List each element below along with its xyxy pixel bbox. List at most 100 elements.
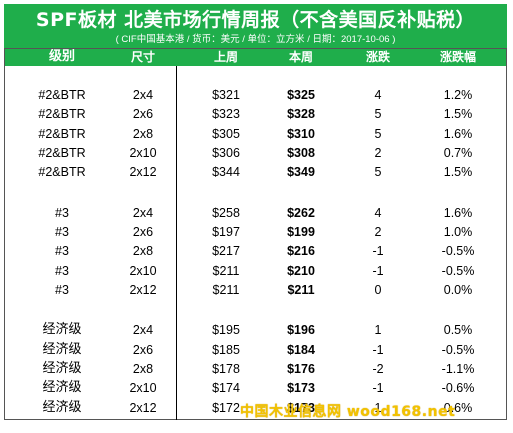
table-row: 经济级 2x6 $185 $184 -1 -0.5%: [4, 341, 507, 359]
row-size: 2x12: [129, 165, 157, 180]
table-row: #2&BTR 2x6 $323 $328 5 1.5%: [4, 105, 507, 123]
row-change-pct: 0.0%: [443, 282, 473, 297]
row-this-week: $262: [287, 205, 315, 220]
row-grade: 经济级: [42, 399, 82, 415]
column-header-change: 涨跌: [365, 50, 390, 64]
row-change-pct: 1.0%: [443, 225, 473, 239]
row-change-pct: 1.2%: [443, 88, 473, 102]
row-grade: #3: [55, 244, 69, 259]
row-size: 2x10: [129, 381, 157, 396]
row-this-week: $325: [287, 88, 315, 102]
row-grade: 经济级: [42, 361, 82, 376]
row-change: 5: [374, 107, 382, 122]
row-change-pct: 0.5%: [443, 323, 473, 338]
row-change: -2: [372, 362, 384, 376]
row-this-week: $173: [287, 381, 315, 396]
column-header-grade: 级别: [48, 49, 75, 64]
row-last-week: $211: [212, 282, 240, 297]
row-size: 2x12: [129, 400, 157, 415]
row-grade: #3: [55, 225, 69, 239]
row-last-week: $323: [212, 107, 240, 122]
row-grade: 经济级: [42, 322, 82, 338]
site-watermark: 中国木业信息网 wood168.net: [240, 401, 510, 421]
row-last-week: $217: [212, 244, 240, 259]
row-size: 2x6: [132, 342, 154, 357]
row-last-week: $344: [212, 165, 240, 180]
row-change-pct: -0.5%: [441, 263, 475, 278]
row-last-week: $178: [212, 362, 240, 376]
row-this-week: $199: [287, 225, 315, 239]
table-row: #3 2x10 $211 $210 -1 -0.5%: [4, 262, 507, 280]
row-last-week: $305: [212, 126, 240, 141]
table-row: 经济级 2x8 $178 $176 -2 -1.1%: [4, 360, 507, 378]
row-grade: #2&BTR: [38, 107, 86, 122]
row-change-pct: 1.6%: [443, 205, 473, 220]
row-last-week: $174: [212, 381, 240, 396]
row-size: 2x4: [132, 205, 154, 220]
column-header-last-week: 上周: [213, 50, 238, 64]
row-this-week: $176: [287, 362, 315, 376]
row-this-week: $211: [287, 282, 315, 297]
row-change-pct: -0.5%: [441, 244, 475, 259]
row-this-week: $173: [287, 400, 315, 415]
row-size: 2x6: [132, 107, 154, 122]
table-row: #3 2x6 $197 $199 2 1.0%: [4, 223, 507, 241]
row-change: 1: [374, 400, 382, 415]
row-change-pct: -0.6%: [441, 381, 475, 396]
row-this-week: $210: [287, 263, 315, 278]
row-size: 2x10: [129, 263, 157, 278]
row-last-week: $195: [212, 323, 240, 338]
row-size: 2x4: [132, 323, 154, 338]
row-size: 2x8: [132, 244, 154, 259]
row-change-pct: 0.6%: [443, 400, 473, 415]
row-change-pct: -1.1%: [441, 362, 475, 376]
row-grade: #3: [55, 282, 69, 297]
row-grade: #2&BTR: [38, 88, 86, 102]
row-this-week: $328: [287, 107, 315, 122]
row-change: 4: [374, 88, 382, 102]
row-this-week: $310: [287, 126, 315, 141]
row-size: 2x6: [132, 225, 154, 239]
row-change: 2: [374, 225, 382, 239]
row-size: 2x8: [132, 362, 154, 376]
row-change-pct: 1.5%: [443, 165, 473, 180]
row-change: 4: [374, 205, 382, 220]
row-this-week: $349: [287, 165, 315, 180]
row-last-week: $197: [212, 225, 240, 239]
row-change: -1: [372, 244, 384, 259]
report-title: SPF板材 北美市场行情周报（不含美国反补贴税）: [35, 9, 476, 31]
row-change: -1: [372, 342, 384, 357]
row-grade: #3: [55, 205, 69, 220]
row-size: 2x12: [129, 282, 157, 297]
row-change: 5: [374, 165, 382, 180]
column-header-size: 尺寸: [130, 50, 155, 64]
row-grade: #2&BTR: [38, 145, 86, 160]
watermark-text: 中国木业信息网 wood168.net: [240, 404, 456, 420]
row-change-pct: 1.5%: [443, 107, 473, 122]
row-change-pct: 0.7%: [443, 145, 473, 160]
row-last-week: $321: [212, 88, 240, 102]
table-header-row: 级别 尺寸 上周 本周 涨跌 涨跌幅: [4, 48, 507, 66]
row-this-week: $196: [287, 323, 315, 338]
row-last-week: $172: [212, 400, 240, 415]
row-this-week: $184: [287, 342, 315, 357]
table-divider: [176, 66, 177, 420]
row-change-pct: 1.6%: [443, 126, 473, 141]
table-row: #2&BTR 2x12 $344 $349 5 1.5%: [4, 163, 507, 181]
row-size: 2x4: [132, 88, 154, 102]
table-row: 经济级 2x10 $174 $173 -1 -0.6%: [4, 379, 507, 397]
table-row: #2&BTR 2x8 $305 $310 5 1.6%: [4, 125, 507, 143]
row-change: 5: [374, 126, 382, 141]
row-last-week: $258: [212, 205, 240, 220]
table-row: 经济级 2x4 $195 $196 1 0.5%: [4, 321, 507, 339]
column-header-change-pct: 涨跌幅: [439, 50, 476, 64]
table-row: #3 2x12 $211 $211 0 0.0%: [4, 281, 507, 299]
table-row: #3 2x4 $258 $262 4 1.6%: [4, 204, 507, 222]
row-change: 1: [374, 323, 382, 338]
row-change: 0: [374, 282, 382, 297]
row-grade: #2&BTR: [38, 165, 86, 180]
row-last-week: $306: [212, 145, 240, 160]
table-row: 经济级 2x12 $172 $173 1 0.6%: [4, 399, 507, 417]
row-change: -1: [372, 263, 384, 278]
row-size: 2x8: [132, 126, 154, 141]
